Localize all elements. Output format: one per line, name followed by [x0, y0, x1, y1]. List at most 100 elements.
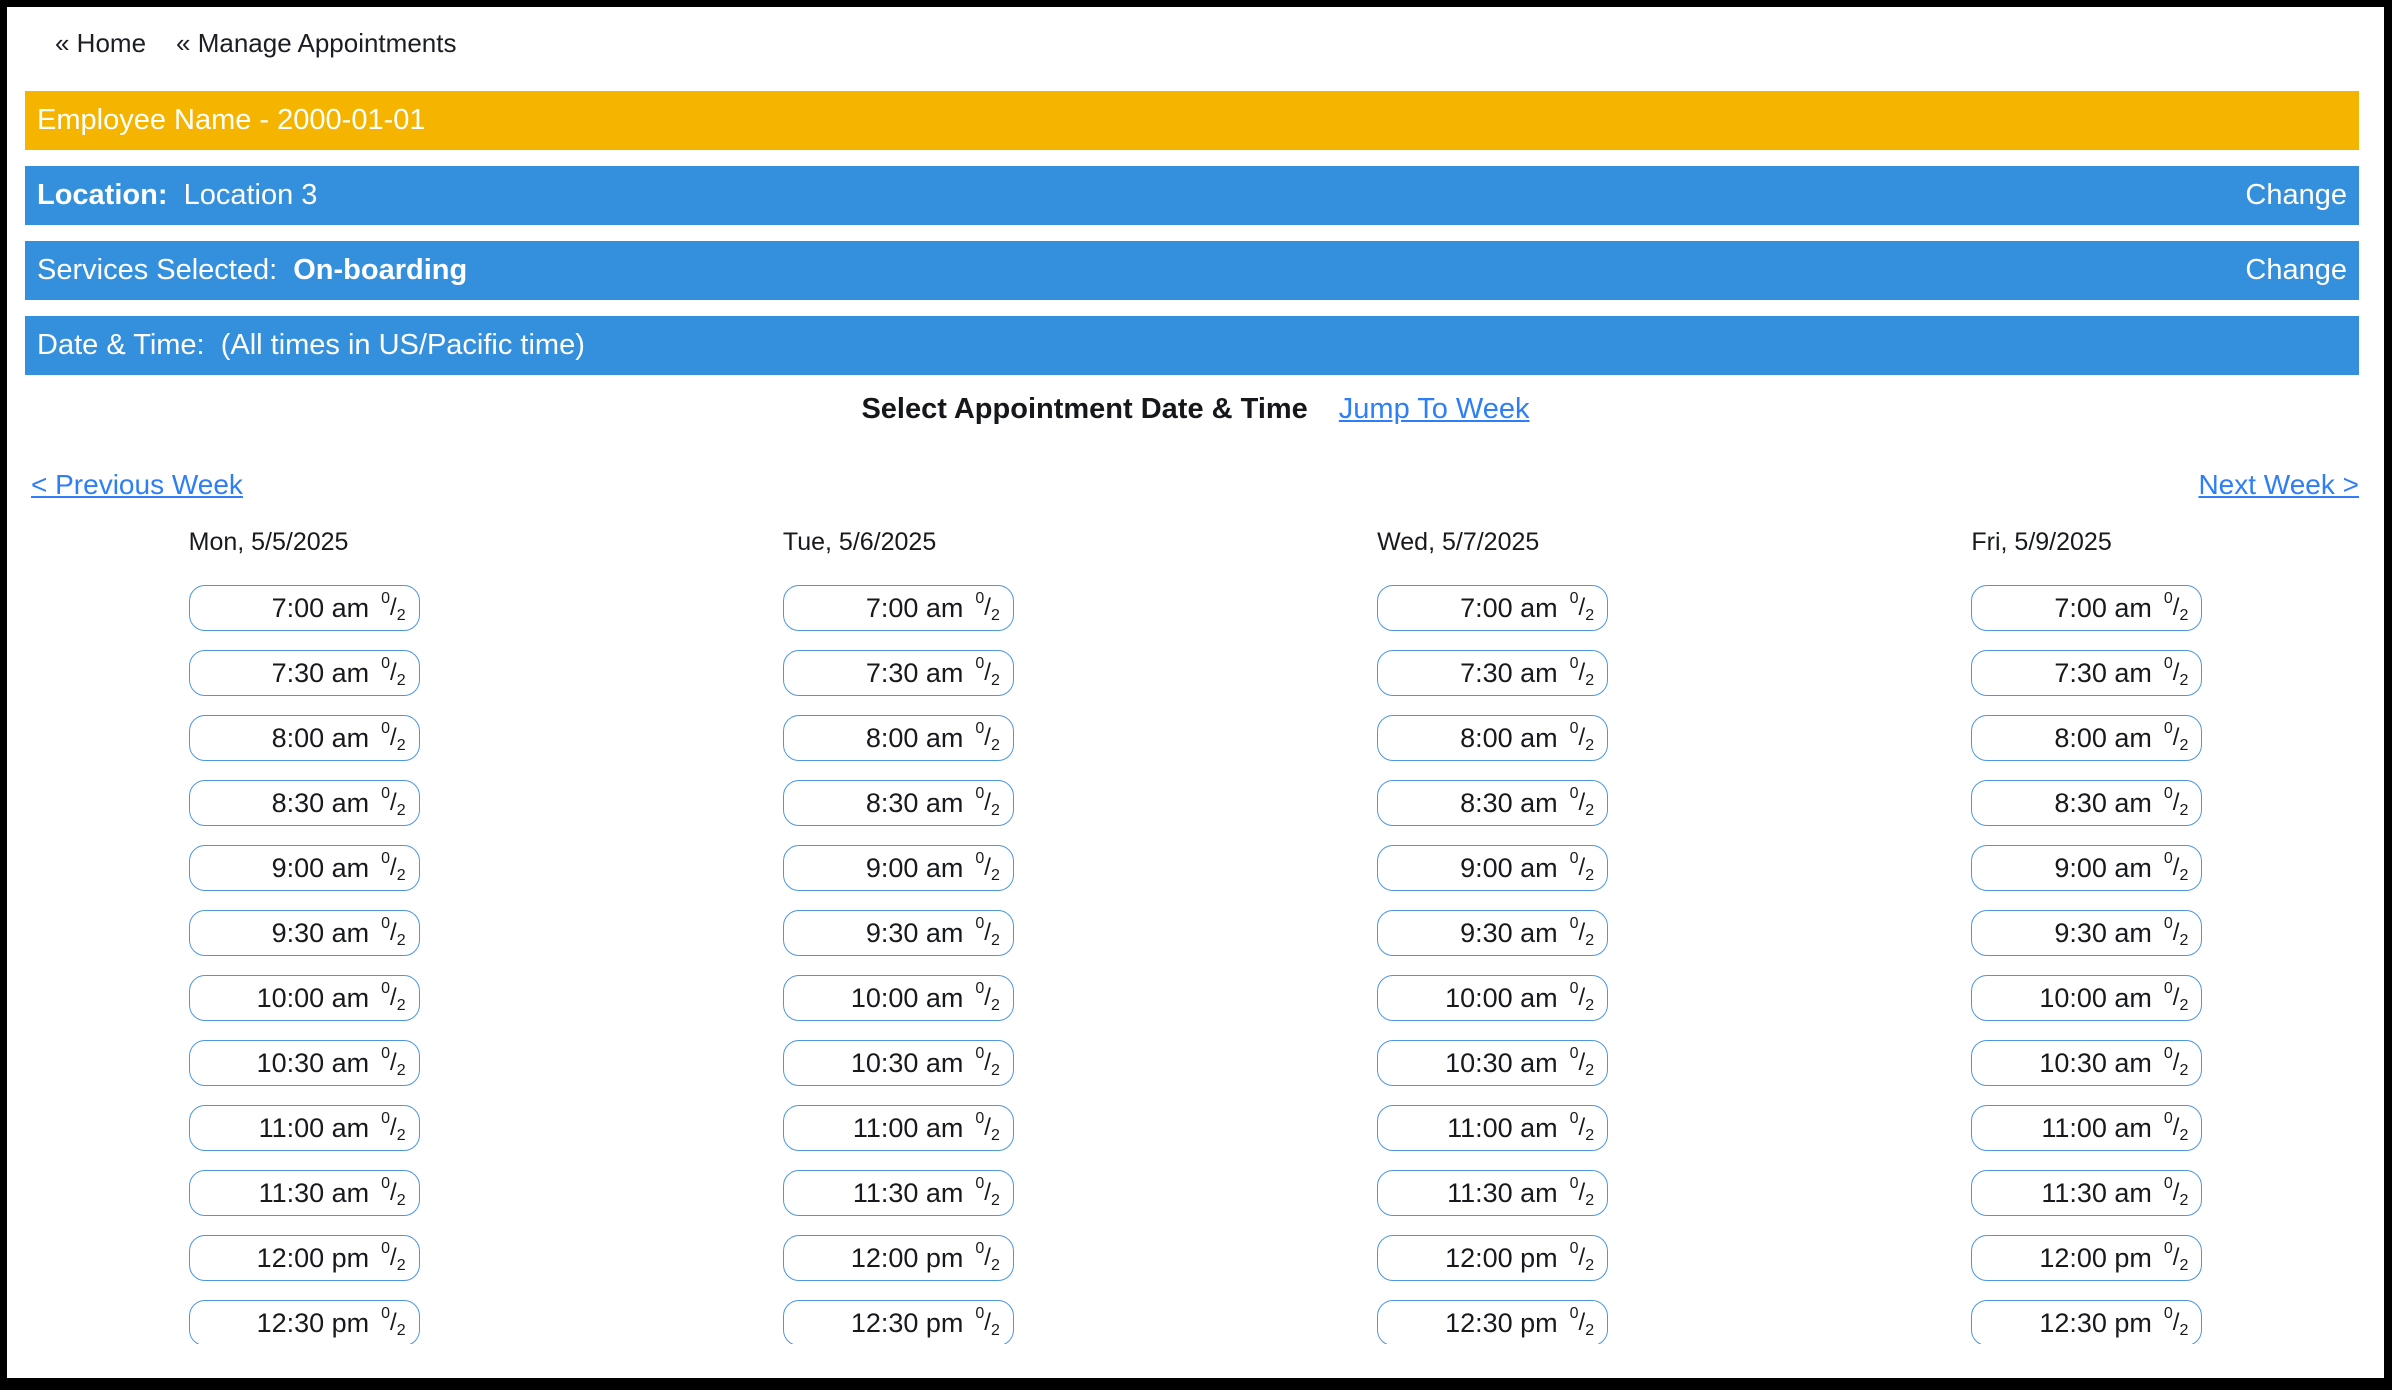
time-slot-button[interactable]: 7:30 am 0/2	[1377, 650, 1609, 696]
time-slot-button[interactable]: 12:00 pm 0/2	[1377, 1235, 1609, 1281]
slot-list: 7:00 am 0/2 7:30 am 0/2 8:00 am 0/2 8:30…	[782, 585, 1014, 1344]
slot-time-label: 9:30 am	[865, 917, 964, 948]
time-slot-button[interactable]: 11:00 am 0/2	[1377, 1105, 1609, 1151]
slot-capacity: 2	[990, 802, 1000, 819]
location-label: Location:	[37, 179, 168, 211]
slot-availability: 0/2	[975, 1306, 999, 1339]
slot-booked-count: 0	[975, 1175, 985, 1192]
time-slot-button[interactable]: 10:30 am 0/2	[782, 1040, 1014, 1086]
time-slot-button[interactable]: 10:30 am 0/2	[188, 1040, 420, 1086]
time-slot-button[interactable]: 12:30 pm 0/2	[1971, 1300, 2203, 1344]
slot-capacity: 2	[990, 672, 1000, 689]
home-link[interactable]: « Home	[55, 28, 147, 58]
slot-booked-count: 0	[1569, 655, 1579, 672]
slot-booked-count: 0	[2163, 720, 2173, 737]
time-slot-button[interactable]: 11:00 am 0/2	[1971, 1105, 2203, 1151]
time-slot-button[interactable]: 11:30 am 0/2	[782, 1170, 1014, 1216]
slot-booked-count: 0	[381, 1240, 391, 1257]
time-slot-button[interactable]: 11:00 am 0/2	[188, 1105, 420, 1151]
fraction-slash: /	[984, 1244, 991, 1271]
time-slot-button[interactable]: 12:30 pm 0/2	[188, 1300, 420, 1344]
time-slot-button[interactable]: 9:00 am 0/2	[782, 845, 1014, 891]
slot-time-label: 7:00 am	[271, 592, 370, 623]
time-slot-button[interactable]: 8:00 am 0/2	[188, 715, 420, 761]
time-slot-button[interactable]: 7:30 am 0/2	[782, 650, 1014, 696]
time-slot-button[interactable]: 8:30 am 0/2	[1971, 780, 2203, 826]
time-slot-button[interactable]: 8:00 am 0/2	[1377, 715, 1609, 761]
time-slot-button[interactable]: 9:30 am 0/2	[1377, 910, 1609, 956]
slot-time-label: 9:00 am	[865, 852, 964, 883]
time-slot-button[interactable]: 9:00 am 0/2	[1971, 845, 2203, 891]
time-slot-button[interactable]: 9:30 am 0/2	[782, 910, 1014, 956]
slot-availability: 0/2	[1570, 1241, 1594, 1274]
slot-time-label: 10:30 am	[1445, 1047, 1558, 1078]
next-week-link[interactable]: Next Week >	[2198, 469, 2359, 500]
time-slot-button[interactable]: 10:00 am 0/2	[782, 975, 1014, 1021]
time-slot-button[interactable]: 7:30 am 0/2	[1971, 650, 2203, 696]
slot-time-label: 11:00 am	[852, 1112, 964, 1143]
time-slot-button[interactable]: 8:30 am 0/2	[188, 780, 420, 826]
time-slot-button[interactable]: 9:30 am 0/2	[188, 910, 420, 956]
time-slot-button[interactable]: 7:00 am 0/2	[1377, 585, 1609, 631]
services-label: Services Selected:	[37, 254, 278, 286]
slot-booked-count: 0	[975, 915, 985, 932]
time-slot-button[interactable]: 8:30 am 0/2	[782, 780, 1014, 826]
slot-time-label: 10:30 am	[2039, 1047, 2152, 1078]
time-slot-button[interactable]: 12:30 pm 0/2	[1377, 1300, 1609, 1344]
time-slot-button[interactable]: 12:00 pm 0/2	[188, 1235, 420, 1281]
slot-availability: 0/2	[2164, 1111, 2188, 1144]
time-slot-button[interactable]: 12:30 pm 0/2	[782, 1300, 1014, 1344]
slot-booked-count: 0	[381, 1175, 391, 1192]
slot-capacity: 2	[1585, 607, 1595, 624]
time-slot-button[interactable]: 10:00 am 0/2	[1377, 975, 1609, 1021]
time-slot-button[interactable]: 12:00 pm 0/2	[782, 1235, 1014, 1281]
time-slot-button[interactable]: 8:00 am 0/2	[782, 715, 1014, 761]
slot-booked-count: 0	[2163, 785, 2173, 802]
slot-capacity: 2	[990, 997, 1000, 1014]
time-slot-button[interactable]: 11:30 am 0/2	[1971, 1170, 2203, 1216]
slot-availability: 0/2	[381, 721, 405, 754]
time-slot-button[interactable]: 10:00 am 0/2	[1971, 975, 2203, 1021]
slot-time-label: 9:00 am	[1460, 852, 1558, 883]
change-services-link[interactable]: Change	[2245, 254, 2347, 286]
time-slot-button[interactable]: 11:30 am 0/2	[188, 1170, 420, 1216]
time-slot-button[interactable]: 8:30 am 0/2	[1377, 780, 1609, 826]
slot-availability: 0/2	[975, 981, 999, 1014]
previous-week-link[interactable]: < Previous Week	[31, 469, 243, 500]
change-location-link[interactable]: Change	[2245, 179, 2347, 211]
slot-capacity: 2	[1585, 1192, 1595, 1209]
time-slot-button[interactable]: 10:30 am 0/2	[1377, 1040, 1609, 1086]
time-slot-button[interactable]: 11:30 am 0/2	[1377, 1170, 1609, 1216]
slot-booked-count: 0	[381, 720, 391, 737]
slot-booked-count: 0	[2163, 590, 2173, 607]
time-slot-button[interactable]: 8:00 am 0/2	[1971, 715, 2203, 761]
time-slot-button[interactable]: 9:30 am 0/2	[1971, 910, 2203, 956]
slot-capacity: 2	[2179, 1062, 2189, 1079]
slot-capacity: 2	[396, 1127, 406, 1144]
slot-booked-count: 0	[975, 850, 985, 867]
location-banner: Location: Location 3 Change	[25, 166, 2359, 225]
slot-availability: 0/2	[2164, 916, 2188, 949]
time-slot-button[interactable]: 7:30 am 0/2	[188, 650, 420, 696]
time-slot-button[interactable]: 9:00 am 0/2	[188, 845, 420, 891]
slot-time-label: 8:00 am	[271, 722, 370, 753]
time-slot-button[interactable]: 10:00 am 0/2	[188, 975, 420, 1021]
slot-capacity: 2	[1585, 1322, 1595, 1339]
fraction-slash: /	[2172, 1244, 2180, 1271]
slot-time-label: 11:00 am	[258, 1112, 370, 1143]
time-slot-button[interactable]: 11:00 am 0/2	[782, 1105, 1014, 1151]
slot-time-label: 7:30 am	[1460, 657, 1558, 688]
time-slot-button[interactable]: 12:00 pm 0/2	[1971, 1235, 2203, 1281]
jump-to-week-link[interactable]: Jump To Week	[1338, 393, 1530, 425]
fraction-slash: /	[984, 919, 991, 946]
time-slot-button[interactable]: 7:00 am 0/2	[1971, 585, 2203, 631]
manage-appointments-link[interactable]: « Manage Appointments	[176, 28, 457, 58]
slot-time-label: 8:00 am	[865, 722, 964, 753]
banner-stack: Employee Name - 2000-01-01 Location: Loc…	[25, 91, 2359, 375]
time-slot-button[interactable]: 10:30 am 0/2	[1971, 1040, 2203, 1086]
time-slot-button[interactable]: 7:00 am 0/2	[782, 585, 1014, 631]
services-text: Services Selected: On-boarding	[37, 254, 467, 287]
time-slot-button[interactable]: 7:00 am 0/2	[188, 585, 420, 631]
fraction-slash: /	[390, 1179, 397, 1206]
time-slot-button[interactable]: 9:00 am 0/2	[1377, 845, 1609, 891]
